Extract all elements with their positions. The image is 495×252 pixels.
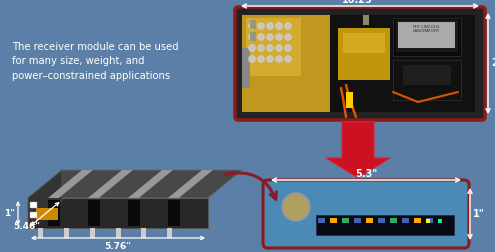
Bar xyxy=(342,218,349,223)
Bar xyxy=(250,20,256,29)
Bar xyxy=(396,20,458,52)
Circle shape xyxy=(282,193,310,221)
Text: The receiver module can be used
for many size, weight, and
power–constrained app: The receiver module can be used for many… xyxy=(12,42,179,81)
Polygon shape xyxy=(28,170,62,228)
Bar xyxy=(346,92,353,108)
Circle shape xyxy=(249,45,255,51)
FancyBboxPatch shape xyxy=(263,180,469,248)
Circle shape xyxy=(258,56,264,62)
Circle shape xyxy=(267,23,273,29)
Circle shape xyxy=(267,56,273,62)
Bar xyxy=(398,22,455,48)
Bar xyxy=(390,218,397,223)
Circle shape xyxy=(258,23,264,29)
Bar xyxy=(414,218,421,223)
Bar xyxy=(167,228,172,238)
Text: 5.3": 5.3" xyxy=(355,169,377,179)
Bar xyxy=(116,228,121,238)
Bar xyxy=(30,212,37,218)
Bar xyxy=(250,32,256,41)
Circle shape xyxy=(258,34,264,40)
Polygon shape xyxy=(128,170,173,198)
Circle shape xyxy=(267,34,273,40)
Polygon shape xyxy=(168,170,213,198)
Circle shape xyxy=(276,45,282,51)
Bar xyxy=(242,15,330,112)
Bar xyxy=(30,202,37,208)
Circle shape xyxy=(285,56,291,62)
Bar xyxy=(363,15,369,25)
Bar xyxy=(426,218,433,223)
Bar xyxy=(38,228,43,238)
Bar xyxy=(403,65,451,85)
Bar xyxy=(141,228,146,238)
Polygon shape xyxy=(88,170,133,198)
Bar xyxy=(438,219,442,223)
Bar xyxy=(246,18,301,76)
Bar xyxy=(330,15,475,112)
Bar xyxy=(316,215,454,235)
Bar xyxy=(426,219,430,223)
Bar xyxy=(378,218,385,223)
Circle shape xyxy=(285,34,291,40)
Text: 2.8": 2.8" xyxy=(491,58,495,69)
Circle shape xyxy=(267,45,273,51)
Bar xyxy=(90,228,95,238)
Circle shape xyxy=(276,56,282,62)
Text: 1": 1" xyxy=(4,208,15,217)
Bar xyxy=(128,200,140,226)
Text: 5.76": 5.76" xyxy=(104,242,132,251)
Circle shape xyxy=(249,34,255,40)
Circle shape xyxy=(276,23,282,29)
Bar xyxy=(393,18,461,56)
Polygon shape xyxy=(28,198,208,228)
FancyBboxPatch shape xyxy=(235,7,485,120)
Bar xyxy=(48,200,60,226)
Bar xyxy=(64,228,69,238)
Bar xyxy=(168,200,180,226)
Bar xyxy=(363,15,369,25)
Circle shape xyxy=(276,34,282,40)
Circle shape xyxy=(284,195,308,219)
Bar xyxy=(393,60,461,100)
Circle shape xyxy=(285,23,291,29)
Circle shape xyxy=(249,23,255,29)
Bar xyxy=(88,200,100,226)
Bar xyxy=(242,48,250,88)
Polygon shape xyxy=(28,170,242,198)
Circle shape xyxy=(258,45,264,51)
Bar xyxy=(343,33,385,53)
Polygon shape xyxy=(48,170,93,198)
Bar xyxy=(36,208,58,220)
Bar xyxy=(330,218,337,223)
Bar xyxy=(354,218,361,223)
Circle shape xyxy=(285,45,291,51)
Circle shape xyxy=(249,56,255,62)
Bar xyxy=(402,218,409,223)
Text: 10.25": 10.25" xyxy=(342,0,378,5)
Bar xyxy=(338,28,390,80)
Bar xyxy=(366,218,373,223)
Text: 5.46": 5.46" xyxy=(13,222,41,231)
Text: MIT LINCOLN
LABORATORY: MIT LINCOLN LABORATORY xyxy=(412,25,440,33)
Text: 1": 1" xyxy=(473,209,485,219)
Polygon shape xyxy=(326,122,390,178)
Bar xyxy=(318,218,325,223)
